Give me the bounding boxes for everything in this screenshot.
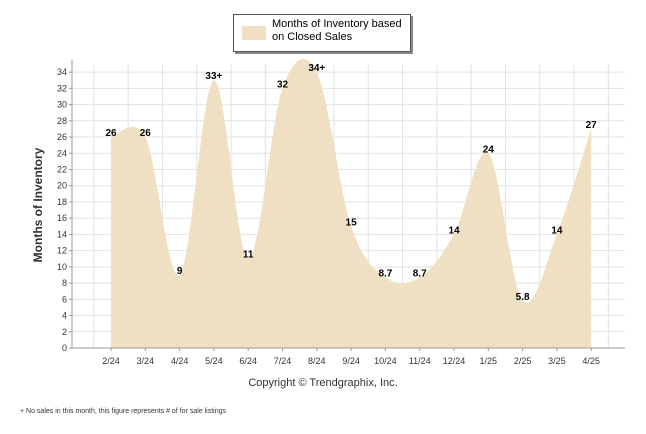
y-tick-label: 32 <box>57 83 67 93</box>
data-label: 27 <box>586 120 598 131</box>
data-label: 33+ <box>205 71 222 82</box>
x-tick-label: 11/24 <box>409 356 431 366</box>
data-labels: 26 26 9 33+ 11 32 34+ 15 8.7 8.7 14 24 5.8 14 27 <box>105 63 597 303</box>
y-tick-label: 30 <box>57 100 67 110</box>
x-tick-label: 3/25 <box>548 356 566 366</box>
y-tick-label: 0 <box>62 343 67 353</box>
y-tick-label: 18 <box>57 197 67 207</box>
copyright-text: Copyright © Trendgraphix, Inc. <box>248 377 398 389</box>
y-tick-label: 2 <box>62 327 67 337</box>
data-label: 5.8 <box>516 292 530 303</box>
x-tick-label: 3/24 <box>137 356 155 366</box>
y-tick-label: 10 <box>57 262 67 272</box>
data-label: 26 <box>105 128 117 139</box>
data-label: 34+ <box>308 63 325 74</box>
data-label: 11 <box>243 250 254 261</box>
x-tick-label: 10/24 <box>374 356 397 366</box>
x-tick-label: 4/25 <box>582 356 600 366</box>
x-axis: 2/24 3/24 4/24 5/24 6/24 7/24 8/24 9/24 10/24 11/… <box>72 347 625 366</box>
data-label: 24 <box>483 144 495 155</box>
y-tick-label: 20 <box>57 181 67 191</box>
data-label: 14 <box>551 225 563 236</box>
data-label: 14 <box>448 225 460 236</box>
data-label: 9 <box>177 266 183 277</box>
x-tick-label: 7/24 <box>274 356 292 366</box>
x-tick-label: 6/24 <box>239 356 257 366</box>
y-tick-label: 4 <box>62 311 67 321</box>
x-tick-label: 9/24 <box>342 356 360 366</box>
x-tick-label: 5/24 <box>205 356 223 366</box>
y-tick-label: 34 <box>57 67 67 77</box>
y-tick-label: 28 <box>57 116 67 126</box>
legend: Months of Inventory based on Closed Sale… <box>233 14 411 52</box>
x-tick-label: 4/24 <box>171 356 189 366</box>
area-series <box>111 58 592 349</box>
y-tick-label: 24 <box>57 148 67 158</box>
data-label: 15 <box>346 217 358 228</box>
data-label: 32 <box>277 79 289 90</box>
y-tick-label: 8 <box>62 278 67 288</box>
x-tick-label: 8/24 <box>308 356 326 366</box>
y-tick-label: 6 <box>62 294 67 304</box>
legend-swatch <box>242 26 266 40</box>
data-label: 8.7 <box>413 268 427 279</box>
x-tick-label: 1/25 <box>480 356 498 366</box>
footnote: + No sales in this month, this figure re… <box>20 408 227 415</box>
y-tick-label: 26 <box>57 132 67 142</box>
data-label: 8.7 <box>378 268 392 279</box>
y-tick-label: 14 <box>57 229 67 239</box>
y-tick-label: 16 <box>57 213 67 223</box>
data-label: 26 <box>140 128 152 139</box>
y-axis-title: Months of Inventory <box>31 147 45 262</box>
y-tick-label: 22 <box>57 164 67 174</box>
legend-label: Months of Inventory based on Closed Sale… <box>272 18 402 43</box>
x-tick-label: 2/25 <box>514 356 532 366</box>
x-tick-label: 12/24 <box>443 356 466 366</box>
x-tick-label: 2/24 <box>102 356 120 366</box>
y-tick-label: 12 <box>57 246 67 256</box>
